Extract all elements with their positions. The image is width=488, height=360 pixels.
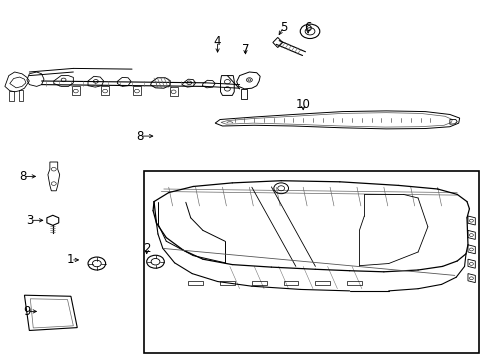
Bar: [144, 171, 478, 353]
Text: 1: 1: [67, 253, 75, 266]
Text: 8: 8: [19, 170, 27, 183]
Text: 7: 7: [241, 43, 249, 56]
Text: 2: 2: [142, 242, 150, 255]
Text: 8: 8: [136, 130, 143, 143]
Text: 6: 6: [304, 21, 311, 33]
Text: 9: 9: [23, 305, 31, 318]
Text: 3: 3: [26, 214, 34, 227]
Text: 5: 5: [279, 21, 287, 33]
Text: 4: 4: [213, 35, 221, 48]
Text: 10: 10: [295, 98, 310, 111]
